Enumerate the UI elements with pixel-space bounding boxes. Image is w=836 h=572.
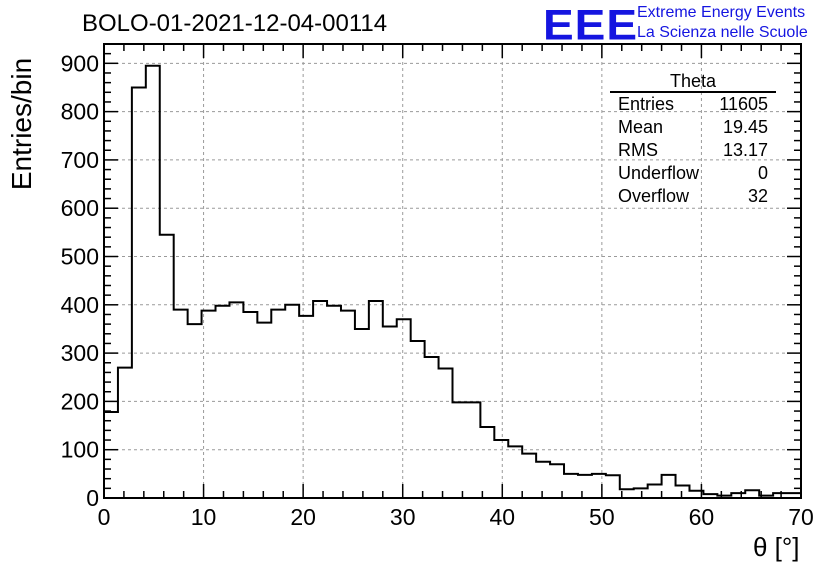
eee-logo: EEE (543, 0, 639, 49)
stats-label: Mean (618, 117, 664, 137)
stats-row-rms: RMS 13.17 (610, 139, 776, 162)
stats-value: 11605 (719, 94, 768, 114)
y-tick-label: 100 (61, 437, 99, 463)
y-tick-label: 700 (61, 147, 99, 173)
stats-value: 19.45 (722, 117, 768, 137)
x-tick-label: 0 (98, 504, 111, 530)
y-tick-label: 300 (61, 340, 99, 366)
logo-line-1: Extreme Energy Events (637, 4, 806, 21)
x-tick-label: 60 (689, 504, 715, 530)
x-tick-label: 50 (589, 504, 615, 530)
x-tick-label: 40 (489, 504, 515, 530)
logo-line-2: La Scienza nelle Scuole (637, 24, 808, 41)
stats-value: 0 (757, 163, 768, 183)
y-tick-label: 0 (86, 485, 99, 511)
plot-frame (103, 43, 802, 499)
stats-label: Overflow (618, 186, 690, 206)
stats-label: Entries (618, 94, 675, 114)
y-tick-label: 600 (61, 195, 99, 221)
y-tick-label: 800 (61, 99, 99, 125)
y-axis-label: Entries/bin (6, 57, 37, 191)
x-tick-label: 30 (390, 504, 416, 530)
stats-row-underflow: Underflow 0 (610, 162, 776, 185)
stats-value: 32 (747, 186, 768, 206)
x-tick-label: 70 (788, 504, 814, 530)
x-tick-label: 10 (191, 504, 217, 530)
y-tick-label: 500 (61, 244, 99, 270)
stats-label: RMS (618, 140, 658, 160)
stats-row-overflow: Overflow 32 (610, 185, 776, 208)
chart-title: BOLO-01-2021-12-04-00114 (82, 10, 388, 37)
histogram-series (103, 64, 802, 498)
stats-title: Theta (610, 72, 776, 93)
x-tick-label: 20 (290, 504, 316, 530)
x-axis-label: θ [°] (753, 532, 800, 562)
stats-label: Underflow (618, 163, 700, 183)
stats-row-mean: Mean 19.45 (610, 116, 776, 139)
y-tick-label: 200 (61, 388, 99, 414)
stats-value: 13.17 (722, 140, 768, 160)
y-tick-label: 900 (61, 50, 99, 76)
stats-box: Theta Entries 11605 Mean 19.45 RMS 13.17… (610, 72, 776, 208)
stats-row-entries: Entries 11605 (610, 93, 776, 116)
y-tick-label: 400 (61, 292, 99, 318)
